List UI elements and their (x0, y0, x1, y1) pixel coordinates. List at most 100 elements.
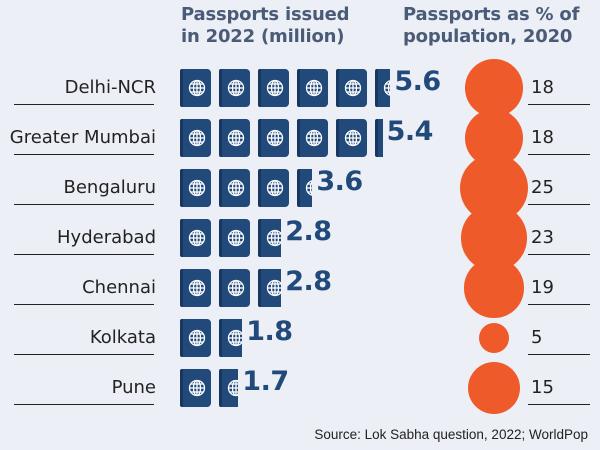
passports-value-label: 3.6 (316, 166, 363, 197)
passport-icon (219, 269, 250, 307)
passport-icon (180, 119, 211, 157)
row-divider (14, 354, 154, 355)
passport-icon (219, 219, 250, 257)
source-note: Source: Lok Sabha question, 2022; WorldP… (314, 427, 588, 442)
row-divider-right (528, 154, 590, 155)
globe-icon (188, 379, 206, 397)
city-label: Greater Mumbai (9, 127, 156, 148)
globe-icon (188, 179, 206, 197)
globe-icon (344, 129, 362, 147)
city-label: Chennai (82, 277, 156, 298)
passports-value-label: 1.8 (246, 316, 293, 347)
passports-issued-heading: Passports issued in 2022 (million) (181, 4, 350, 47)
passport-bar (180, 169, 313, 207)
passport-icon (258, 119, 289, 157)
passport-icon (375, 69, 391, 107)
row-divider-right (528, 354, 590, 355)
globe-icon (227, 379, 239, 397)
passport-icon (375, 119, 383, 157)
row-delhi-ncr: Delhi-NCR 5.6 18 (0, 59, 600, 119)
row-divider-right (528, 204, 590, 205)
globe-icon (227, 129, 245, 147)
passport-icon (297, 169, 313, 207)
population-share-value: 15 (531, 377, 554, 398)
passport-icon (219, 369, 239, 407)
globe-icon (266, 129, 284, 147)
row-divider (14, 104, 154, 105)
passports-value-label: 5.4 (386, 116, 434, 147)
globe-icon (188, 129, 206, 147)
passport-icon (180, 319, 211, 357)
passport-icon (297, 119, 328, 157)
globe-icon (188, 79, 206, 97)
passport-icon (180, 69, 211, 107)
passport-icon (258, 69, 289, 107)
globe-icon (227, 79, 245, 97)
passport-icon (219, 119, 250, 157)
passport-icon (219, 319, 243, 357)
passports-value-label: 1.7 (242, 366, 289, 397)
population-share-value: 23 (531, 227, 554, 248)
population-share-circle (465, 59, 523, 117)
globe-icon (266, 229, 282, 247)
passport-icon (297, 69, 328, 107)
globe-icon (344, 79, 362, 97)
passport-icon (258, 219, 282, 257)
population-share-value: 19 (531, 277, 554, 298)
row-bengaluru: Bengaluru 3.6 25 (0, 154, 600, 222)
globe-icon (227, 179, 245, 197)
passports-value-label: 2.8 (285, 216, 332, 247)
passport-bar (180, 69, 391, 107)
passports-value-label: 2.8 (285, 266, 332, 297)
row-divider-right (528, 404, 590, 405)
passports-pct-heading: Passports as % of population, 2020 (403, 4, 580, 47)
passports-value-label: 5.6 (394, 66, 441, 97)
globe-icon (266, 179, 284, 197)
population-share-value: 5 (531, 327, 543, 348)
globe-icon (305, 129, 323, 147)
row-pune: Pune 1.7 15 (0, 361, 600, 419)
city-label: Bengaluru (63, 177, 156, 198)
population-share-circle (467, 361, 521, 415)
globe-icon (305, 180, 313, 196)
row-divider-right (528, 304, 590, 305)
population-share-circle (478, 322, 510, 354)
passport-bar (180, 219, 282, 257)
passport-bar (180, 269, 282, 307)
city-label: Kolkata (89, 327, 156, 348)
passport-icon (180, 369, 211, 407)
passport-icon (336, 119, 367, 157)
globe-icon (305, 79, 323, 97)
passport-icon (258, 269, 282, 307)
row-greater-mumbai: Greater Mumbai 5.4 18 (0, 109, 600, 169)
globe-icon (383, 80, 391, 96)
city-label: Pune (111, 377, 156, 398)
row-chennai: Chennai 2.8 19 (0, 258, 600, 319)
row-divider-right (528, 254, 590, 255)
globe-icon (188, 229, 206, 247)
passport-icon (180, 219, 211, 257)
row-divider (14, 254, 154, 255)
row-divider (14, 204, 154, 205)
row-kolkata: Kolkata 1.8 5 (0, 316, 600, 369)
passport-icon (180, 169, 211, 207)
globe-icon (266, 79, 284, 97)
passport-bar (180, 369, 239, 407)
globe-icon (188, 329, 206, 347)
row-divider (14, 154, 154, 155)
row-hyderabad: Hyderabad 2.8 23 (0, 205, 600, 271)
row-divider-right (528, 104, 590, 105)
globe-icon (227, 229, 245, 247)
globe-icon (188, 279, 206, 297)
globe-icon (227, 329, 243, 347)
population-share-value: 25 (531, 177, 554, 198)
passport-icon (219, 69, 250, 107)
population-share-value: 18 (531, 127, 554, 148)
row-divider (14, 404, 154, 405)
passport-icon (219, 169, 250, 207)
passport-icon (180, 269, 211, 307)
city-label: Hyderabad (57, 227, 156, 248)
passport-icon (258, 169, 289, 207)
passport-bar (180, 119, 383, 157)
population-share-value: 18 (531, 77, 554, 98)
